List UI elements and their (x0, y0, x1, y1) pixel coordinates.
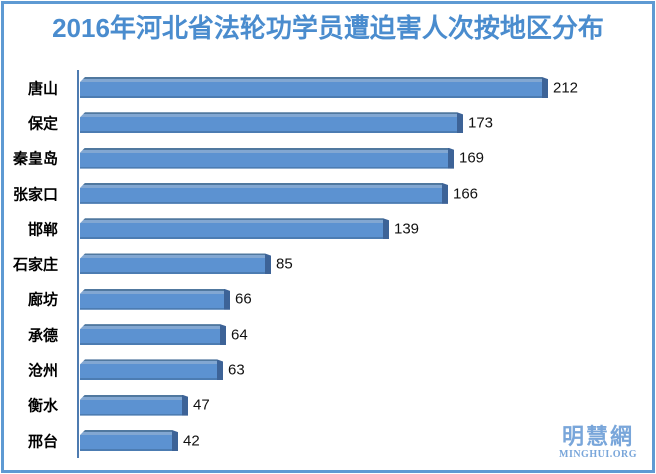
bar-body (80, 324, 220, 346)
value-label: 85 (276, 255, 293, 273)
bar (80, 147, 454, 169)
category-axis-line (77, 70, 79, 458)
chart-row: 唐山 212 (0, 70, 656, 105)
value-label: 139 (394, 220, 420, 238)
bar-body (80, 359, 217, 381)
category-label: 保定 (27, 115, 58, 133)
chart-row: 衡水 47 (0, 388, 656, 423)
bar-end-cap (448, 147, 454, 169)
category-label: 唐山 (27, 80, 58, 98)
bar-body (80, 218, 383, 240)
bar-rows: 唐山 212 保定 173 秦皇岛 169 张家口 166 邯郸 139 石家庄 85 廊坊 66 承德 64… (0, 70, 656, 458)
bar (80, 253, 271, 275)
value-label: 166 (453, 185, 479, 203)
bar (80, 218, 389, 240)
bar-body (80, 253, 265, 275)
minghui-watermark: 明慧網 MINGHUI.ORG (559, 425, 637, 461)
chart-row: 张家口 166 (0, 176, 656, 211)
bar-body (80, 112, 457, 134)
bar (80, 182, 448, 204)
chart-row: 沧州 63 (0, 352, 656, 387)
bar-body (80, 77, 542, 98)
value-label: 42 (183, 432, 200, 450)
category-label: 廊坊 (27, 291, 58, 309)
category-label: 衡水 (27, 397, 58, 415)
bar-end-cap (442, 182, 448, 204)
chart-row: 廊坊 66 (0, 282, 656, 317)
chart-row: 石家庄 85 (0, 246, 656, 281)
chart-row: 邯郸 139 (0, 211, 656, 246)
category-label: 石家庄 (12, 256, 58, 274)
bar (80, 394, 188, 416)
value-label: 212 (553, 79, 579, 97)
watermark-english-text: MINGHUI.ORG (559, 449, 637, 460)
chart-row: 保定 173 (0, 105, 656, 140)
value-label: 173 (468, 114, 494, 132)
bar-end-cap (224, 288, 230, 310)
chart-title: 2016年河北省法轮功学员遭迫害人次按地区分布 (52, 13, 604, 43)
bar (80, 77, 548, 98)
bar-end-cap (457, 112, 463, 134)
bar (80, 112, 463, 134)
bar-body (80, 429, 172, 451)
chart-row: 承德 64 (0, 317, 656, 352)
bar-end-cap (383, 218, 389, 240)
bar (80, 429, 178, 451)
bar (80, 288, 230, 310)
category-label: 沧州 (27, 362, 58, 380)
bar-body (80, 288, 224, 310)
bar (80, 324, 226, 346)
category-label: 承德 (27, 327, 58, 345)
value-label: 169 (459, 149, 485, 167)
value-label: 63 (228, 361, 245, 379)
chart-row: 秦皇岛 169 (0, 141, 656, 176)
bar (80, 359, 223, 381)
category-label: 邢台 (27, 433, 58, 451)
value-label: 64 (231, 326, 248, 344)
category-label: 张家口 (12, 186, 58, 204)
bar-end-cap (217, 359, 223, 381)
plot-area: 唐山 212 保定 173 秦皇岛 169 张家口 166 邯郸 139 石家庄 85 廊坊 66 承德 64… (0, 70, 656, 459)
bar-end-cap (220, 324, 226, 346)
bar-end-cap (542, 77, 548, 98)
watermark-chinese-text: 明慧網 (561, 424, 634, 449)
bar-body (80, 182, 442, 204)
bar-body (80, 394, 182, 416)
value-label: 66 (235, 290, 252, 308)
chart-row: 邢台 42 (0, 423, 656, 458)
bar-body (80, 147, 448, 169)
bar-end-cap (172, 429, 178, 451)
bar-end-cap (265, 253, 271, 275)
bar-end-cap (182, 394, 188, 416)
value-label: 47 (193, 396, 210, 414)
category-label: 邯郸 (27, 221, 58, 239)
category-label: 秦皇岛 (12, 150, 58, 168)
